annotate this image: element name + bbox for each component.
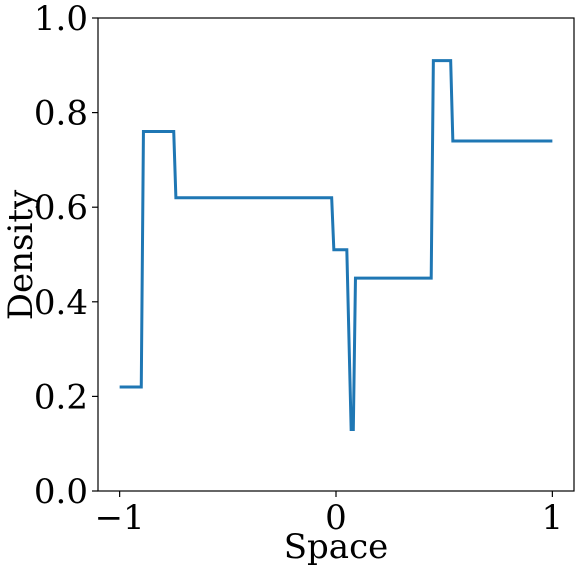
plot-frame (97, 17, 575, 492)
x-axis: −1 0 1 (95, 491, 564, 538)
y-tick-label: 0.6 (34, 188, 88, 228)
y-axis: 0.0 0.2 0.4 0.6 0.8 1.0 (34, 0, 98, 512)
y-tick-label: 0.2 (34, 377, 88, 417)
y-tick-label: 0.0 (34, 472, 88, 512)
y-tick-label: 1.0 (34, 0, 88, 39)
plot-area (97, 17, 575, 492)
x-tick-label: 0 (325, 498, 347, 538)
y-tick-label: 0.4 (34, 283, 88, 323)
series-line-0 (119, 59, 553, 432)
x-axis-label: Space (284, 527, 389, 567)
y-axis-label: Density (1, 189, 41, 320)
x-tick-label: 1 (542, 498, 564, 538)
x-tick-label: −1 (95, 498, 145, 538)
y-tick-label: 0.8 (34, 94, 88, 134)
